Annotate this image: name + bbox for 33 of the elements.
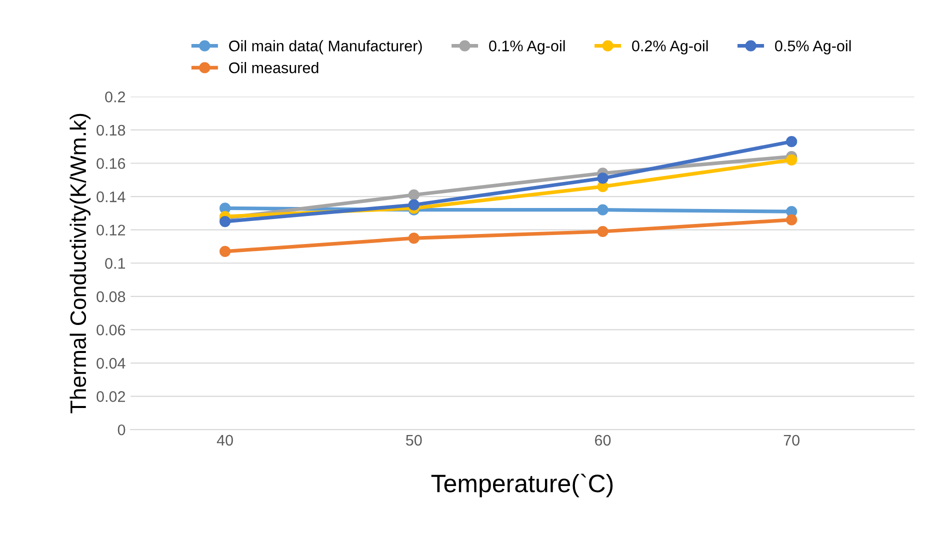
point	[786, 136, 798, 148]
x-tick-label: 60	[595, 434, 611, 446]
y-tick-label: 0.16	[96, 158, 126, 169]
y-tick-label: 0.14	[96, 191, 126, 202]
point	[597, 204, 608, 216]
y-tick-label: 0.02	[96, 391, 125, 402]
x-tick-label: 40	[216, 434, 233, 446]
legend-label: 0.5% Ag-oil	[775, 40, 851, 54]
point	[219, 216, 231, 228]
y-tick-label: 0.04	[96, 358, 126, 369]
point	[408, 199, 420, 210]
y-tick-label: 0.18	[96, 124, 126, 136]
y-tick-label: 0.06	[96, 324, 126, 336]
y-tick-label: 0.2	[105, 92, 125, 102]
y-tick-label: 0	[118, 424, 126, 436]
legend-label: 0.2% Ag-oil	[632, 40, 708, 54]
point	[786, 214, 798, 226]
point	[597, 226, 608, 238]
x-tick-label: 50	[406, 434, 422, 446]
point	[219, 246, 231, 258]
legend-label: 0.1% Ag-oil	[489, 40, 565, 54]
x-axis-title: Temperature(`C)	[431, 474, 613, 498]
point	[408, 189, 420, 200]
x-tick-label: 70	[784, 434, 800, 446]
y-tick-label: 0.1	[105, 258, 126, 269]
y-tick-label: 0.08	[96, 291, 126, 302]
legend-label: Oil main data( Manufacturer)	[229, 40, 422, 54]
y-axis-title: Thermal Conductivity(K/Wm.k)	[70, 114, 90, 414]
point	[597, 172, 608, 184]
y-tick-label: 0.12	[96, 224, 125, 236]
legend-label: Oil measured	[229, 62, 318, 74]
point	[408, 232, 420, 244]
point	[786, 154, 798, 166]
